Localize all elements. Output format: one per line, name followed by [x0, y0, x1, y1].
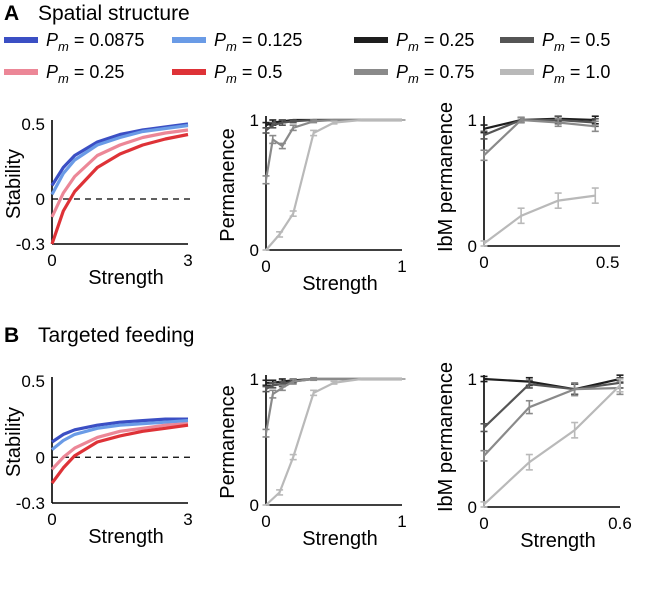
legend-label-right-3: Pm = 1.0	[542, 62, 610, 86]
A-permanence-ytick-0: 1	[250, 111, 259, 130]
chart-b-permanence: 1 00 1 Strength Permanence	[217, 370, 407, 550]
B-ibm-permanence-series-1-line	[483, 381, 621, 429]
A-ibm-permanence-y-label: IbM permanence	[435, 102, 457, 252]
chart-a-ibm-permanence: 1 00 0.5 IbM permanence	[435, 102, 620, 272]
A-ibm-permanence-xtick-0: 0	[479, 253, 488, 272]
B-ibm-permanence-series-3-line	[483, 384, 621, 506]
A-ibm-permanence-series-3-line	[483, 194, 596, 245]
A-stability-ytick-1: 0	[36, 190, 45, 209]
B-ibm-permanence-y-label: IbM permanence	[435, 362, 457, 512]
A-permanence-xtick-1: 1	[397, 257, 406, 276]
legend-label-left-1: Pm = 0.125	[214, 30, 302, 54]
B-ibm-permanence-x-label: Strength	[520, 530, 596, 552]
B-stability-xtick-0: 0	[47, 510, 56, 529]
A-stability-series-3-line	[50, 132, 189, 245]
B-stability-xtick-1: 3	[183, 510, 192, 529]
B-permanence-xtick-1: 1	[397, 512, 406, 531]
B-permanence-series-2-line	[264, 377, 402, 434]
chart-b-ibm-permanence: 1 00 0.6 Strength IbM permanence	[435, 362, 632, 552]
A-stability-ytick-2: -0.3	[16, 235, 45, 254]
A-ibm-permanence-series-1-line	[483, 118, 596, 137]
B-stability-series-1-line	[50, 419, 189, 451]
B-stability-x-label: Strength	[88, 526, 164, 548]
B-permanence-y-label: Permanence	[217, 385, 239, 498]
A-ibm-permanence-series-2-line	[483, 118, 596, 157]
legend-label-right-0: Pm = 0.25	[396, 30, 474, 54]
panel-title-b: Targeted feeding	[38, 324, 194, 347]
B-ibm-permanence-series-2-line	[483, 386, 621, 457]
panel-title-a: Spatial structure	[38, 2, 190, 25]
A-permanence-xtick-0: 0	[261, 257, 270, 276]
legend-label-right-2: Pm = 0.75	[396, 62, 474, 86]
legend-label-left-2: Pm = 0.25	[46, 62, 124, 86]
A-permanence-y-label: Permanence	[217, 128, 239, 241]
B-permanence-series-3-line	[265, 377, 402, 506]
A-ibm-permanence-ytick-1: 0	[468, 237, 477, 256]
A-stability-ytick-0: 0.5	[21, 115, 45, 134]
B-stability-series-0-line	[51, 417, 188, 444]
A-stability-series-1-line	[50, 123, 189, 196]
A-stability-y-label: Stability	[3, 149, 25, 219]
A-ibm-permanence-ytick-0: 1	[468, 111, 477, 130]
B-ibm-permanence-xtick-0: 0	[479, 514, 488, 533]
B-stability-series-3-line	[50, 423, 189, 485]
A-permanence-x-label: Strength	[302, 273, 378, 295]
B-permanence-x-label: Strength	[302, 528, 378, 550]
B-permanence-xtick-0: 0	[261, 512, 270, 531]
legend-label-left-0: Pm = 0.0875	[46, 30, 144, 54]
A-stability-x-label: Strength	[88, 267, 164, 289]
B-ibm-permanence-ytick-1: 0	[468, 498, 477, 517]
B-stability-y-label: Stability	[3, 407, 25, 477]
B-stability-ytick-0: 0.5	[21, 372, 45, 391]
B-stability-ytick-1: 0	[36, 448, 45, 467]
legend-label-right-1: Pm = 0.5	[542, 30, 610, 54]
A-permanence-series-2-line	[264, 118, 402, 180]
panel-label-a: A	[4, 2, 19, 25]
legend: Pm = 0.0875 Pm = 0.125 Pm = 0.25 Pm = 0.5 Pm…	[4, 30, 610, 86]
A-stability-xtick-0: 0	[47, 251, 56, 270]
panel-label-b: B	[4, 324, 19, 347]
B-stability-series-2-line	[50, 422, 189, 471]
A-stability-xtick-1: 3	[183, 251, 192, 270]
A-ibm-permanence-xtick-1: 0.5	[596, 253, 620, 272]
B-stability-ytick-2: -0.3	[16, 494, 45, 513]
A-stability-series-2-line	[50, 128, 189, 218]
B-ibm-permanence-series-0-line	[483, 377, 621, 391]
B-permanence-ytick-1: 0	[250, 496, 259, 515]
B-ibm-permanence-xtick-1: 0.6	[608, 514, 632, 533]
B-ibm-permanence-ytick-0: 1	[468, 370, 477, 389]
chart-a-permanence: 1 00 1 Strength Permanence	[217, 111, 407, 295]
A-permanence-ytick-1: 0	[250, 241, 259, 260]
legend-label-left-3: Pm = 0.5	[214, 62, 282, 86]
B-permanence-ytick-0: 1	[250, 370, 259, 389]
